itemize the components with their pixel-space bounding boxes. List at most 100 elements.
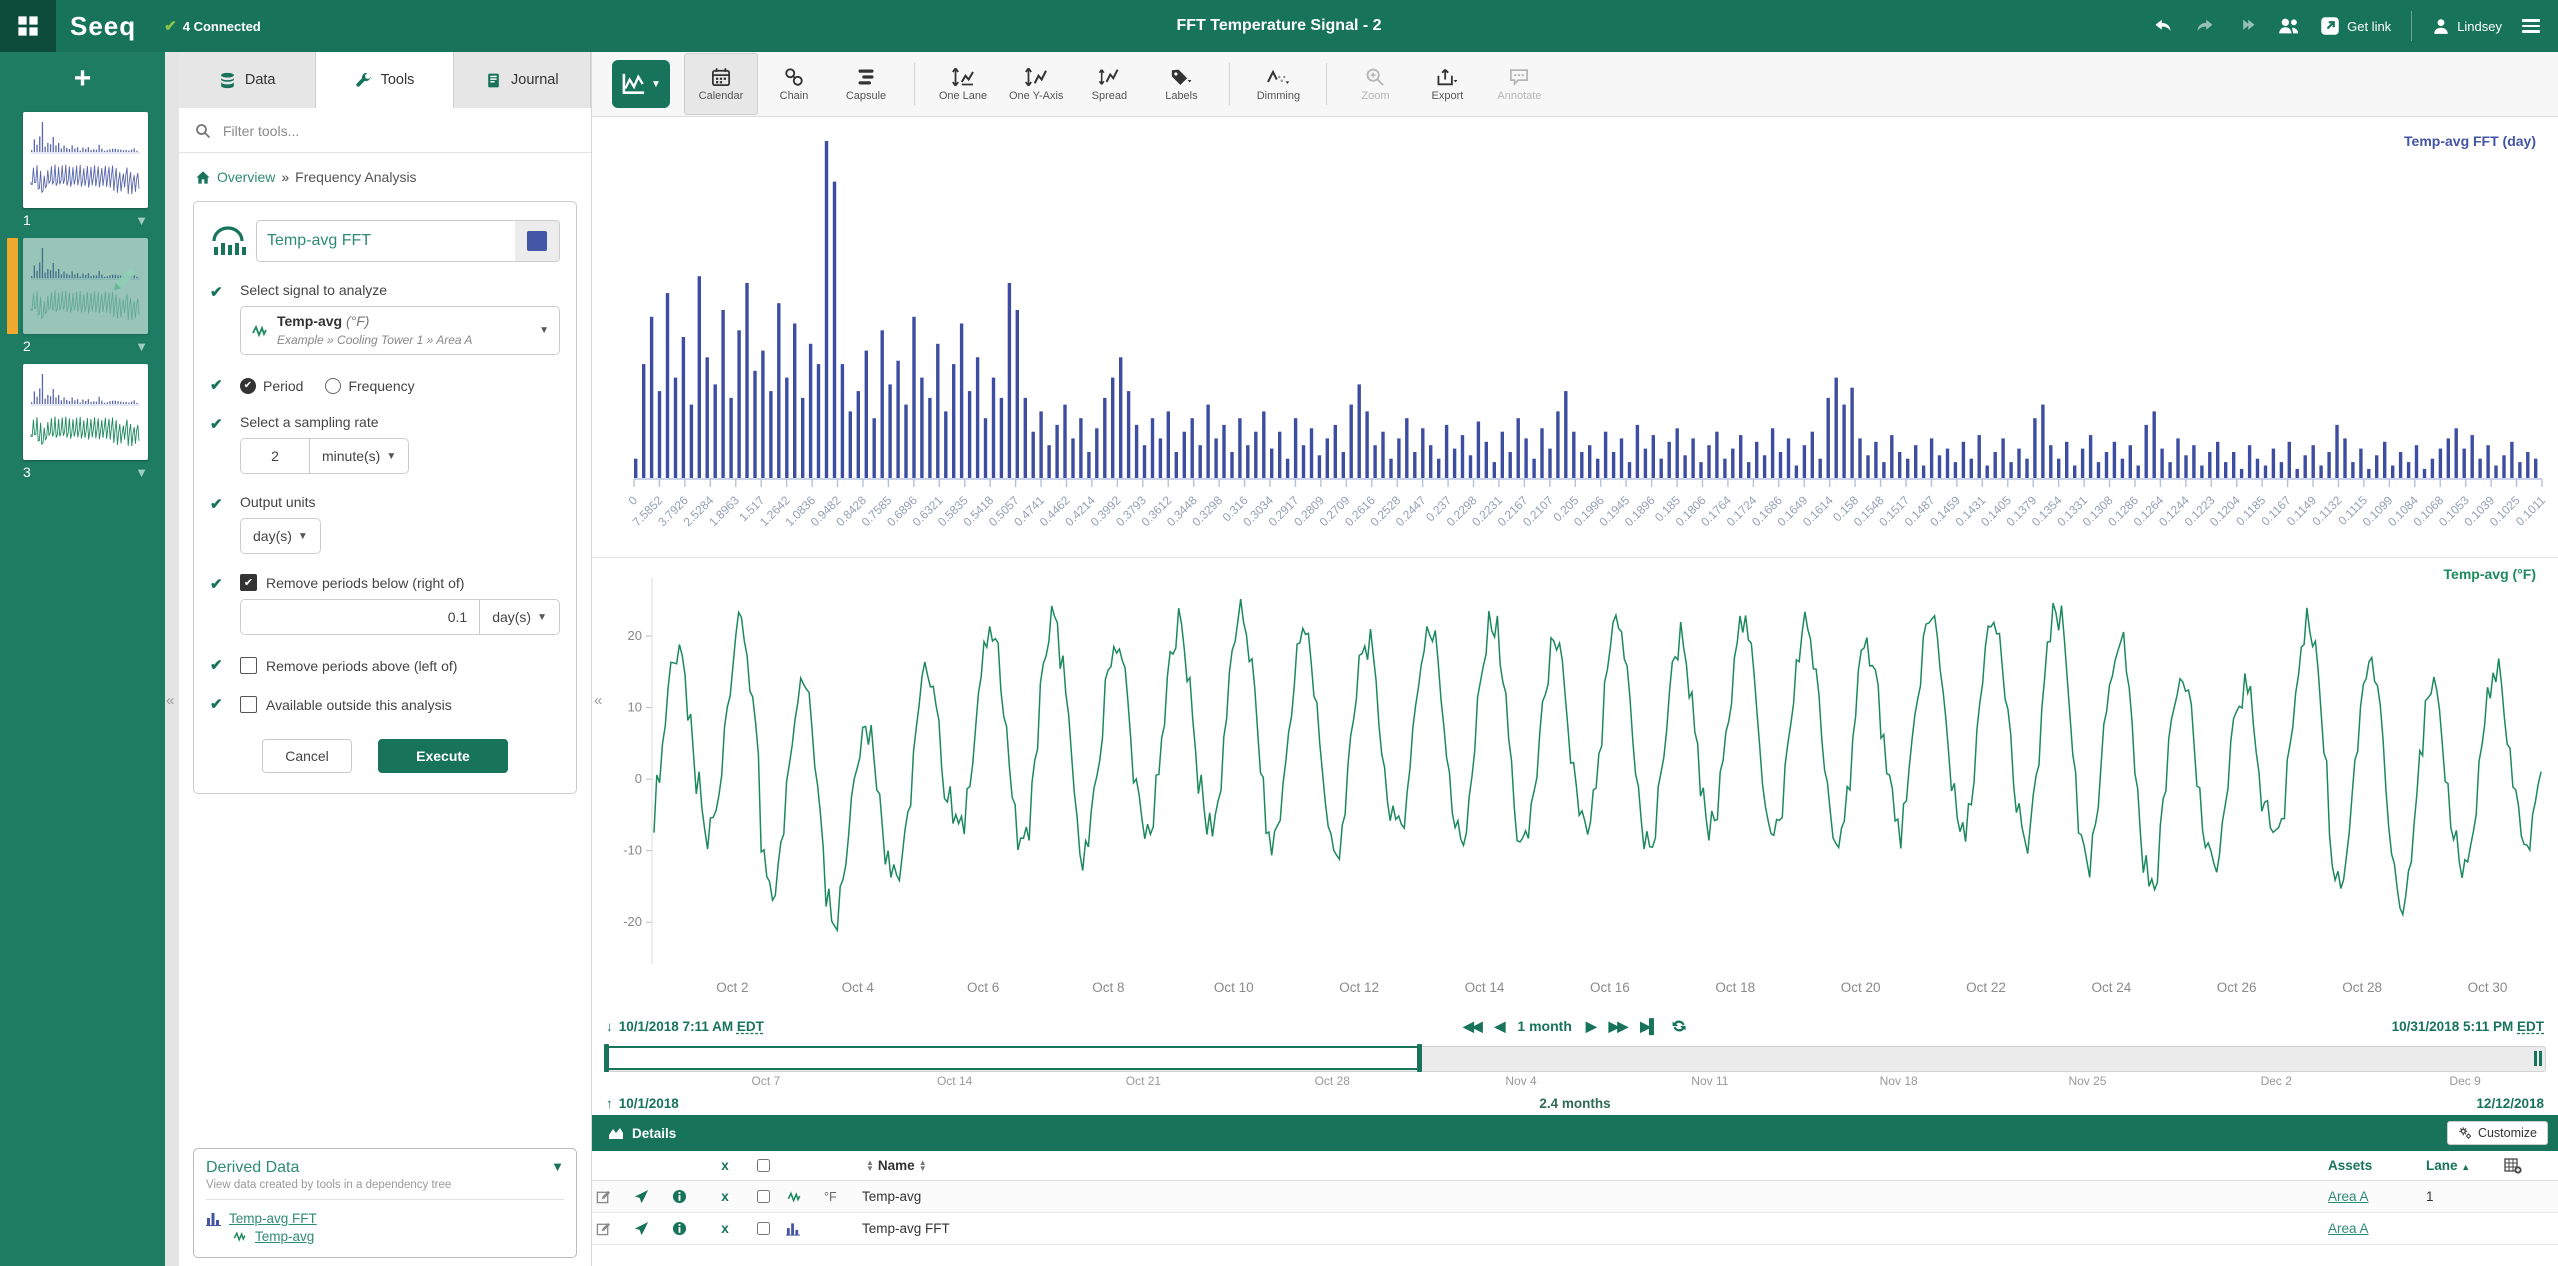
- investigate-end[interactable]: 12/12/2018: [2476, 1096, 2544, 1111]
- step-back-button[interactable]: ◀: [1494, 1017, 1506, 1034]
- derived-item-fft[interactable]: Temp-avg FFT: [206, 1211, 564, 1226]
- step-back-fast-button[interactable]: ◀◀: [1463, 1017, 1482, 1034]
- sampling-unit-dropdown[interactable]: minute(s) ▼: [309, 439, 408, 473]
- toolbar-capsule-button[interactable]: Capsule: [830, 54, 902, 114]
- rocket-icon[interactable]: [634, 1221, 649, 1236]
- signal-chart-lane[interactable]: Temp-avg (°F) 20 10 0 -10 -20 Oct 2 Oct 4 Oct 6…: [592, 557, 2558, 1010]
- select-all-checkbox[interactable]: [757, 1159, 770, 1172]
- lane-column-header[interactable]: Lane ▲: [2422, 1151, 2500, 1181]
- get-link-button[interactable]: Get link: [2320, 16, 2391, 36]
- name-column-header[interactable]: Name: [877, 1158, 915, 1173]
- row-checkbox[interactable]: [757, 1190, 770, 1203]
- add-column-icon[interactable]: [2504, 1157, 2522, 1174]
- output-units-dropdown[interactable]: day(s) ▼: [240, 518, 321, 554]
- fast-forward-button[interactable]: [2236, 15, 2258, 37]
- display-range-start[interactable]: 10/1/2018 7:11 AM EDT: [618, 1018, 764, 1034]
- step-forward-fast-button[interactable]: ▶▶: [1608, 1017, 1628, 1034]
- execute-button[interactable]: Execute: [378, 739, 508, 773]
- details-row[interactable]: x °F Temp-avg Area A 1: [592, 1180, 2558, 1213]
- available-outside-checkbox[interactable]: Available outside this analysis: [240, 696, 560, 713]
- tab-journal[interactable]: Journal: [453, 52, 591, 108]
- users-button[interactable]: [2278, 15, 2300, 37]
- tool-name-input[interactable]: [257, 232, 515, 250]
- step-to-end-button[interactable]: ▶▌: [1640, 1017, 1659, 1034]
- toolbar-labels-button[interactable]: Labels: [1145, 54, 1217, 114]
- chevron-down-icon[interactable]: ▼: [135, 464, 148, 480]
- radio-period[interactable]: ✔ Period: [240, 377, 303, 394]
- tab-data[interactable]: Data: [179, 52, 317, 108]
- investigate-slider-zone: [592, 1040, 2558, 1072]
- color-picker-button[interactable]: [515, 221, 559, 261]
- toolbar-spread-button[interactable]: Spread: [1073, 54, 1145, 114]
- display-range-end[interactable]: 10/31/2018 5:11 PM EDT: [2391, 1018, 2544, 1034]
- customize-button[interactable]: Customize: [2446, 1121, 2548, 1145]
- collapse-tools-handle[interactable]: «: [594, 692, 603, 709]
- seeq-logo[interactable]: Seeq: [70, 10, 137, 41]
- step-forward-button[interactable]: ▶: [1585, 1017, 1597, 1034]
- redo-button[interactable]: [2194, 15, 2216, 37]
- cancel-button[interactable]: Cancel: [262, 739, 352, 773]
- radio-frequency[interactable]: Frequency: [325, 377, 415, 394]
- tab-tools[interactable]: Tools: [316, 52, 454, 108]
- info-icon[interactable]: [672, 1221, 687, 1236]
- sampling-rate-input[interactable]: [241, 439, 309, 473]
- toolbar-chain-button[interactable]: Chain: [758, 54, 830, 114]
- edit-icon[interactable]: [596, 1189, 611, 1204]
- document-title: FFT Temperature Signal - 2: [1176, 17, 1382, 34]
- signal-x-tick-label: Oct 2: [716, 980, 748, 995]
- investigate-track[interactable]: [604, 1044, 2546, 1072]
- sort-icon[interactable]: ▲ ▼: [918, 1158, 927, 1174]
- app-switcher-button[interactable]: [0, 0, 56, 52]
- worksheet-thumbnail-3[interactable]: [23, 364, 148, 460]
- assets-column-header[interactable]: Assets: [2324, 1151, 2422, 1181]
- toolbar-one-lane-button[interactable]: One Lane: [927, 54, 999, 114]
- selected-range[interactable]: [605, 1046, 1420, 1070]
- info-icon[interactable]: [672, 1189, 687, 1204]
- rocket-icon[interactable]: [634, 1189, 649, 1204]
- edit-icon[interactable]: [596, 1221, 611, 1236]
- chevron-down-icon[interactable]: ▼: [551, 1159, 564, 1174]
- filter-tools-input[interactable]: [221, 122, 525, 140]
- signal-x-tick-label: Oct 22: [1966, 980, 2006, 995]
- toolbar-one-y-axis-button[interactable]: One Y-Axis: [999, 54, 1073, 114]
- step-size-label[interactable]: 1 month: [1517, 1018, 1572, 1034]
- derived-item-signal[interactable]: Temp-avg: [232, 1229, 564, 1244]
- user-menu[interactable]: Lindsey: [2432, 17, 2502, 35]
- investigate-start[interactable]: 10/1/2018: [618, 1096, 679, 1111]
- fft-chart-lane[interactable]: Temp-avg FFT (day) 0 7.5852 3.7926 2.5284 1.…: [592, 117, 2558, 557]
- hamburger-menu-button[interactable]: [2522, 16, 2540, 36]
- details-row[interactable]: x Temp-avg FFT Area A: [592, 1212, 2558, 1245]
- remove-below-checkbox[interactable]: ✔ Remove periods below (right of): [240, 574, 560, 591]
- fft-chart[interactable]: 07.58523.79262.52841.89631.5171.26421.08…: [592, 117, 2558, 557]
- remove-below-unit-dropdown[interactable]: day(s) ▼: [479, 600, 559, 634]
- undo-button[interactable]: [2152, 15, 2174, 37]
- toolbar-dimming-button[interactable]: Dimming: [1242, 54, 1314, 114]
- remove-below-value-input[interactable]: [241, 600, 480, 634]
- range-handle-left[interactable]: [604, 1044, 609, 1072]
- collapse-worksheets-handle[interactable]: «: [166, 692, 175, 709]
- worksheet-thumbnail-1[interactable]: [23, 112, 148, 208]
- chevron-down-icon[interactable]: ▼: [135, 338, 148, 354]
- toolbar-calendar-button[interactable]: Calendar: [684, 53, 758, 115]
- new-worksheet-button[interactable]: +: [73, 62, 92, 95]
- refresh-icon[interactable]: [1671, 1018, 1687, 1034]
- remove-item-button[interactable]: x: [706, 1180, 744, 1213]
- sort-icon[interactable]: ▲ ▼: [866, 1158, 874, 1174]
- remove-all-button[interactable]: x: [706, 1151, 744, 1181]
- connection-status[interactable]: ✔ 4 Connected: [164, 18, 261, 35]
- breadcrumb-overview-link[interactable]: Overview: [217, 169, 276, 185]
- asset-link[interactable]: Area A: [2328, 1189, 2369, 1204]
- row-checkbox[interactable]: [757, 1222, 770, 1235]
- asset-link[interactable]: Area A: [2328, 1221, 2369, 1236]
- range-handle-right[interactable]: [1416, 1044, 1422, 1072]
- view-type-button[interactable]: ▼: [612, 60, 670, 108]
- home-icon[interactable]: [195, 170, 211, 185]
- track-end-icon[interactable]: [2534, 1051, 2542, 1066]
- remove-item-button[interactable]: x: [706, 1212, 744, 1245]
- remove-above-checkbox[interactable]: Remove periods above (left of): [240, 657, 560, 674]
- signal-chart[interactable]: 20 10 0 -10 -20 Oct 2 Oct 4 Oct 6 Oct 8 Oct 10 Oct…: [592, 558, 2558, 1010]
- toolbar-export-button[interactable]: Export: [1411, 54, 1483, 114]
- worksheet-thumbnail-2[interactable]: [23, 238, 148, 334]
- chevron-down-icon[interactable]: ▼: [135, 212, 148, 228]
- signal-select-dropdown[interactable]: Temp-avg (°F) Example » Cooling Tower 1 …: [240, 306, 560, 355]
